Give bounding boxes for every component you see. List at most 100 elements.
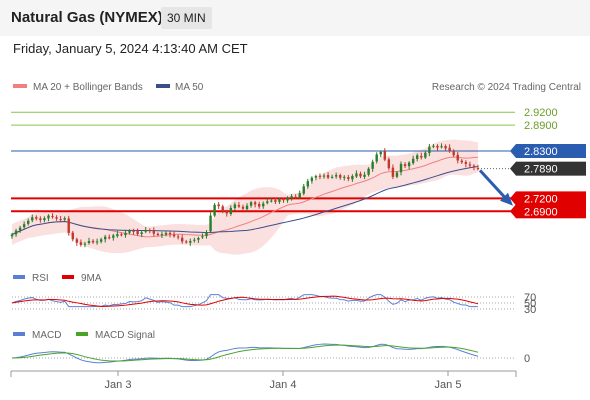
candle-body [468, 164, 472, 166]
key-levels [11, 111, 515, 213]
candle-body [444, 146, 447, 149]
candle-body [189, 241, 192, 243]
candle-body [334, 175, 338, 177]
candle-body [160, 234, 164, 236]
candle-body [229, 207, 233, 214]
candle-body [347, 177, 350, 179]
candle-body [476, 168, 480, 170]
candle-body [14, 230, 18, 235]
candle-body [249, 202, 253, 206]
candle-body [241, 206, 245, 209]
candle-body [99, 239, 103, 242]
last-level-label: 2.7890 [524, 164, 558, 176]
candle-body [363, 174, 366, 177]
candle-body [440, 146, 443, 148]
candle-body [411, 158, 415, 164]
candle-body [367, 168, 370, 175]
candle-body [379, 151, 382, 155]
pivot-level-label: 2.8300 [524, 146, 558, 158]
last-level-tag-pointer [510, 161, 516, 176]
chart-header: Natural Gas (NYMEX) 30 MIN [0, 0, 590, 36]
candle-body [424, 152, 427, 158]
candle-body [83, 243, 87, 245]
candle-body [59, 219, 62, 221]
support-level-label: 2.7200 [524, 193, 558, 205]
candle-body [55, 217, 58, 219]
candle-body [112, 235, 115, 238]
candle-body [278, 199, 281, 202]
pivot-level-tag [516, 144, 586, 158]
candle-body [339, 175, 342, 178]
rsi-level-50-label: 50 [524, 298, 536, 310]
macd-legend-swatch [13, 332, 25, 336]
candle-body [326, 175, 330, 178]
candle-body [294, 196, 297, 198]
macd-signal-legend-label: MACD Signal [95, 330, 155, 341]
candle-body [407, 162, 411, 167]
credit-label: Research © 2024 Trading Central [432, 82, 581, 93]
candle-body [75, 239, 79, 243]
candle-body [193, 239, 196, 241]
rsi-level-30-label: 30 [524, 304, 536, 316]
rsi-level-70-label: 70 [524, 292, 536, 304]
candle-body [318, 175, 322, 177]
candle-body [399, 163, 403, 173]
macd-line [11, 343, 479, 364]
candle-body [128, 230, 131, 233]
support-level-tag-pointer [510, 204, 516, 219]
macd-signal-legend-swatch [76, 332, 88, 336]
candle-body [428, 146, 431, 154]
rsi-legend-label: RSI [32, 273, 49, 284]
candle-body [371, 161, 374, 169]
candle-body [103, 236, 107, 240]
candle-body [314, 175, 318, 178]
candle-body [282, 199, 285, 201]
candle-body [387, 159, 391, 169]
resistance-level-label: 2.8900 [524, 120, 558, 132]
candle-body [452, 150, 455, 156]
candle-body [116, 234, 119, 237]
candle-body [262, 203, 265, 207]
candle-body [120, 234, 123, 236]
candle-body [31, 217, 34, 221]
candle-body [355, 173, 358, 177]
candle-body [152, 230, 156, 234]
candle-body [245, 205, 249, 210]
candle-body [201, 236, 204, 238]
forecast-arrow-shaft [478, 169, 508, 200]
last-level-tag [516, 161, 586, 176]
timeframe-badge[interactable]: 30 MIN [161, 7, 212, 29]
candle-body [330, 176, 334, 178]
macd-panel: 0 [11, 343, 530, 365]
candle-body [95, 241, 99, 243]
candle-body [51, 216, 54, 218]
candle-body [18, 227, 22, 231]
candle-body [343, 176, 346, 178]
candle-body [124, 232, 127, 236]
candle-body [79, 242, 83, 245]
candles [10, 143, 480, 248]
candle-body [472, 165, 476, 168]
candle-body [395, 172, 399, 177]
candle-body [375, 154, 378, 162]
candle-body [71, 232, 74, 240]
candle-body [148, 230, 151, 232]
candle-body [47, 215, 50, 219]
candle-body [144, 230, 147, 232]
candle-body [351, 175, 354, 180]
candle-body [432, 145, 435, 147]
rsi-legend-swatch [13, 275, 25, 279]
candle-body [233, 204, 237, 209]
candle-body [63, 218, 66, 220]
ma50-legend-swatch [156, 84, 170, 88]
candle-body [10, 234, 14, 237]
forecast-arrowhead [500, 192, 513, 206]
macd-signal-line [11, 344, 479, 362]
timestamp: Friday, January 5, 2024 4:13:40 AM CET [13, 41, 248, 56]
candle-body [403, 164, 407, 167]
candle-body [436, 145, 439, 148]
candle-body [274, 200, 277, 202]
candle-body [176, 236, 180, 238]
